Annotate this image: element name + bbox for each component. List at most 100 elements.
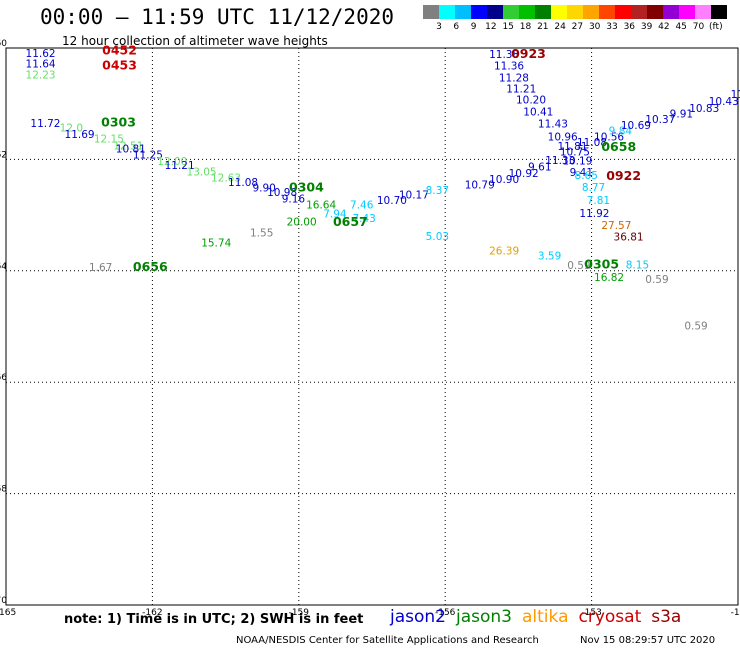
wave-height-reading: 10.92	[509, 168, 539, 180]
wave-height-reading: 16.82	[594, 272, 624, 284]
colorbar-label: 12	[485, 22, 497, 32]
colorbar-label: 42	[658, 22, 670, 32]
wave-height-reading: 11.62	[26, 48, 56, 60]
wave-height-reading: 10.70	[377, 195, 407, 207]
wave-height-reading: 12.00	[157, 156, 187, 168]
pass-time-label: 0452	[102, 43, 137, 58]
pass-time-label: 0304	[289, 180, 324, 195]
wave-height-reading: 12.0	[60, 123, 83, 135]
wave-height-reading: 12.15	[94, 134, 124, 146]
map-title: 00:00 – 11:59 UTC 11/12/2020	[40, 5, 395, 29]
colorbar-label: 6	[453, 22, 460, 32]
credit-line: NOAA/NESDIS Center for Satellite Applica…	[236, 635, 539, 646]
colorbar-swatch	[679, 5, 695, 19]
wave-height-reading: 11.28	[499, 72, 529, 84]
wave-height-reading: 0.59	[645, 274, 668, 286]
colorbar-swatch	[487, 5, 503, 19]
lon-tick-label: -156	[435, 608, 456, 618]
wave-height-reading: 0.59	[684, 320, 707, 332]
wave-height-reading: 13.05	[187, 167, 217, 179]
wave-height-reading: 12.51	[113, 140, 143, 152]
legend-jason3: jason3	[456, 607, 512, 627]
wave-height-reading: 11.08	[577, 137, 607, 149]
colorbar-label: 3	[436, 22, 442, 32]
pass-time-label: 0658	[601, 139, 636, 154]
wave-height-reading: 7.94	[323, 208, 347, 220]
lon-tick-label: -159	[289, 608, 310, 618]
colorbar-label: 21	[537, 22, 549, 32]
colorbar-label: 15	[502, 22, 514, 32]
colorbar-swatch	[663, 5, 679, 19]
wave-height-reading: 9.41	[570, 167, 593, 179]
wave-height-reading: 10.56	[594, 131, 624, 143]
legend-jason2: jason2	[390, 607, 446, 627]
wave-height-reading: 8.15	[626, 260, 649, 272]
wave-height-reading: 7.81	[587, 195, 610, 207]
colorbar-label: 33	[606, 22, 618, 32]
wave-height-reading: 11.43	[538, 119, 568, 131]
wave-height-reading: 1.55	[250, 227, 273, 239]
wave-height-reading: 36.81	[614, 232, 644, 244]
wave-height-reading: 10.37	[645, 114, 675, 126]
colorbar-label: 45	[675, 22, 687, 32]
colorbar-swatch	[647, 5, 663, 19]
wave-height-reading: 26.39	[489, 246, 519, 258]
wave-height-reading: 11.69	[65, 129, 95, 141]
lat-tick-label: -62	[0, 150, 7, 160]
wave-height-reading: 10.79	[465, 179, 495, 191]
pass-time-label: 0303	[101, 115, 136, 130]
colorbar-swatch	[455, 5, 471, 19]
wave-height-reading: 11.64	[26, 58, 56, 70]
wave-height-reading: 11.72	[30, 118, 60, 130]
colorbar-swatch	[599, 5, 615, 19]
wave-height-reading: 12.23	[26, 70, 56, 82]
wave-height-reading: 8.65	[575, 170, 598, 182]
map-subtitle: 12 hour collection of altimeter wave hei…	[62, 34, 328, 48]
legend-altika: altika	[522, 607, 569, 627]
lon-tick-label: -153	[581, 608, 601, 618]
colorbar-swatch	[519, 5, 535, 19]
wave-height-reading: 11.25	[133, 149, 163, 161]
colorbar-swatch	[695, 5, 711, 19]
colorbar-swatch	[615, 5, 631, 19]
map-frame	[5, 47, 739, 606]
lat-tick-label: -68	[0, 485, 7, 495]
wave-height-reading: 10.81	[116, 144, 146, 156]
wave-height-reading: 11.21	[165, 160, 195, 172]
colorbar-swatch	[567, 5, 583, 19]
colorbar-label: 24	[554, 22, 566, 32]
wave-height-reading: 10.41	[523, 106, 553, 118]
colorbar-swatch	[503, 5, 519, 19]
wave-height-reading: 10.83	[689, 103, 719, 115]
wave-height-reading: 10.90	[489, 174, 519, 186]
wave-height-reading: 27.57	[601, 220, 631, 232]
wave-height-reading: 10.20	[516, 95, 546, 107]
pass-time-label: 0923	[511, 46, 546, 61]
wave-height-reading: 20.00	[287, 217, 317, 229]
colorbar-label: 27	[571, 22, 584, 32]
colorbar-swatch	[551, 5, 567, 19]
satellite-legend: jason2 jason3 altika cryosat s3a	[390, 607, 691, 627]
wave-height-reading: 0.59	[567, 260, 590, 272]
wave-height-reading: 10.19	[562, 155, 592, 167]
colorbar-swatch	[631, 5, 647, 19]
lon-tick-label: -162	[142, 608, 162, 618]
colorbar-swatch	[423, 5, 439, 19]
pass-time-label: 0453	[102, 58, 137, 73]
colorbar-label: 36	[623, 22, 636, 32]
wave-height-reading: 5.03	[426, 231, 449, 243]
colorbar-swatch	[535, 5, 551, 19]
wave-height-reading: 11.08	[228, 177, 258, 189]
wave-height-reading: 12.63	[211, 173, 241, 185]
colorbar-label: 30	[588, 22, 601, 32]
lat-tick-label: -66	[0, 373, 7, 383]
lat-tick-label: -64	[0, 262, 7, 272]
generation-timestamp: Nov 15 08:29:57 UTC 2020	[580, 635, 716, 646]
pass-time-label: 0922	[606, 168, 641, 183]
wave-height-reading: 10.43	[709, 96, 739, 108]
wave-height-reading: 9.61	[528, 162, 551, 174]
pass-time-label: 0656	[133, 259, 168, 274]
colorbar-label: (ft)	[709, 22, 723, 32]
wave-height-reading: 11.92	[579, 208, 609, 220]
